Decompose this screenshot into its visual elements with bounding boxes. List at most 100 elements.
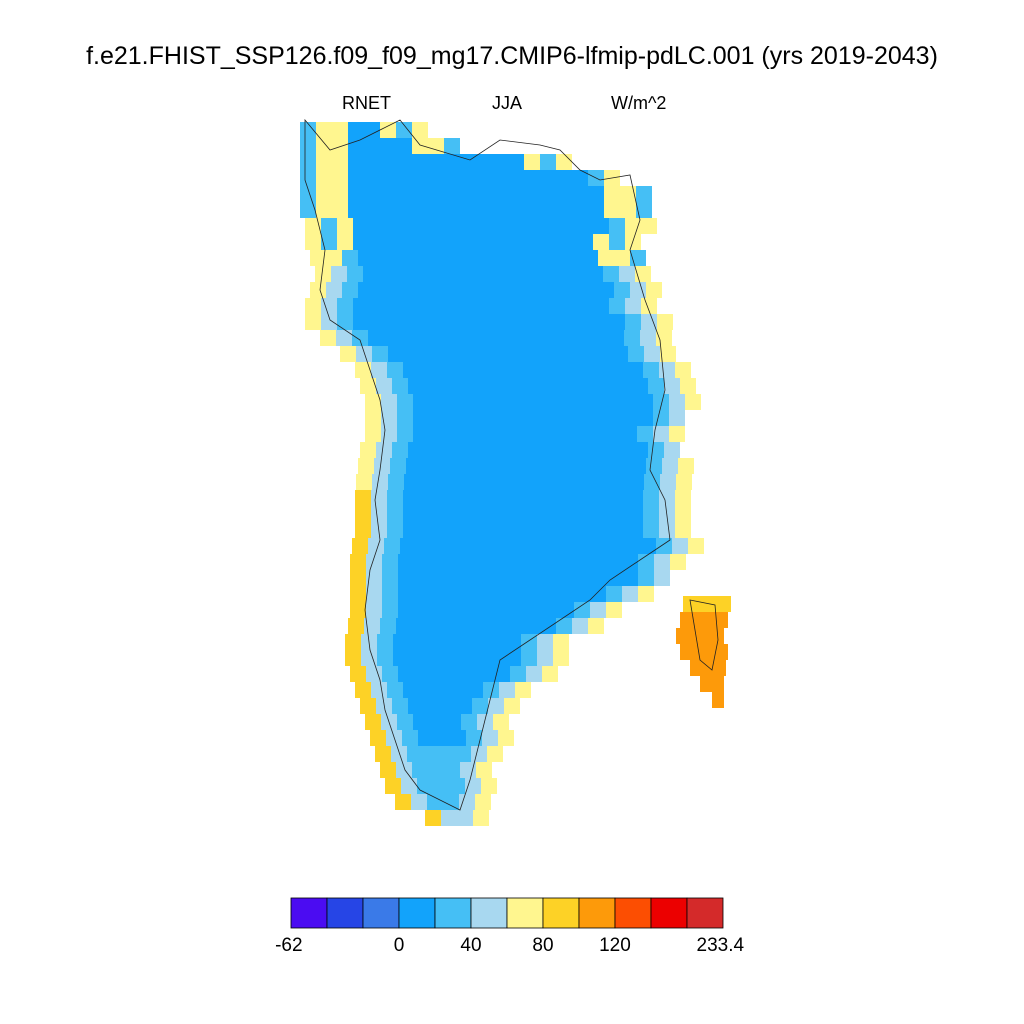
map-cell [492, 186, 508, 202]
map-cell [433, 314, 449, 330]
map-cell [630, 282, 646, 298]
map-cell [526, 666, 542, 682]
coastline [304, 118, 719, 811]
map-cell [467, 522, 483, 538]
map-cell [531, 490, 547, 506]
map-cell [411, 266, 427, 282]
map-cell [412, 170, 428, 186]
map-cell [460, 202, 476, 218]
map-cell [477, 394, 493, 410]
map-cell [494, 602, 510, 618]
map-cell [371, 682, 387, 698]
map-cell [460, 170, 476, 186]
map-cell [516, 474, 532, 490]
map-cell [493, 426, 509, 442]
map-cell [433, 234, 449, 250]
map-cell [719, 596, 731, 612]
map-cell [300, 186, 316, 202]
map-cell [444, 202, 460, 218]
map-cell [384, 330, 400, 346]
map-cell [526, 602, 542, 618]
map-cell [387, 522, 403, 538]
map-cell [643, 490, 659, 506]
map-cell [432, 538, 448, 554]
colorbar-swatch [434, 897, 472, 929]
map-cell [393, 634, 409, 650]
map-cell [621, 394, 637, 410]
map-cell [466, 730, 482, 746]
map-cell [332, 186, 348, 202]
map-cell [643, 522, 659, 538]
map-cell [561, 314, 577, 330]
map-cell [675, 362, 691, 378]
map-cell [494, 586, 510, 602]
map-cell [526, 570, 542, 586]
map-cell [579, 362, 595, 378]
map-cell [545, 298, 561, 314]
map-cell [492, 170, 508, 186]
map-cell [627, 506, 643, 522]
map-cell [574, 602, 590, 618]
map-cell [440, 378, 456, 394]
map-cell [692, 612, 704, 628]
map-cell [412, 138, 428, 154]
map-cell [388, 346, 404, 362]
map-cell [385, 778, 401, 794]
map-cell [412, 154, 428, 170]
map-cell [593, 218, 609, 234]
map-cell [350, 586, 366, 602]
map-cell [422, 458, 438, 474]
map-cell [408, 442, 424, 458]
map-cell [424, 442, 440, 458]
map-cell [589, 394, 605, 410]
map-cell [460, 186, 476, 202]
colorbar-tick-label: 120 [599, 935, 631, 956]
map-cell [675, 522, 691, 538]
map-cell [355, 522, 371, 538]
map-cell [433, 218, 449, 234]
map-cell [300, 138, 316, 154]
map-cell [448, 330, 464, 346]
map-cell [446, 666, 462, 682]
map-cell [584, 442, 600, 458]
map-cell [380, 122, 396, 138]
map-cell [382, 554, 398, 570]
map-cell [611, 490, 627, 506]
map-cell [473, 634, 489, 650]
map-cell [508, 170, 524, 186]
map-cell [430, 666, 446, 682]
map-cell [518, 282, 534, 298]
map-cell [561, 234, 577, 250]
map-cell [454, 458, 470, 474]
map-cell [457, 650, 473, 666]
map-cell [425, 810, 441, 826]
map-cell [552, 442, 568, 458]
map-cell [445, 410, 461, 426]
map-cell [403, 362, 419, 378]
map-cell [435, 506, 451, 522]
map-cell [465, 298, 481, 314]
map-cell [382, 666, 398, 682]
map-cell [653, 410, 669, 426]
map-cell [576, 330, 592, 346]
map-cell [444, 154, 460, 170]
map-cell [566, 458, 582, 474]
map-cell [465, 314, 481, 330]
map-cell [461, 394, 477, 410]
map-cell [387, 506, 403, 522]
map-cell [540, 186, 556, 202]
map-cell [385, 298, 401, 314]
map-cell [467, 506, 483, 522]
map-cell [406, 458, 422, 474]
map-cell [380, 202, 396, 218]
map-cell [488, 378, 504, 394]
map-cell [444, 618, 460, 634]
map-cell [384, 538, 400, 554]
map-cell [622, 586, 638, 602]
map-cell [700, 676, 712, 692]
map-cell [403, 522, 419, 538]
map-cell [414, 666, 430, 682]
map-cell [534, 250, 550, 266]
map-cell [476, 186, 492, 202]
map-cell [441, 810, 457, 826]
